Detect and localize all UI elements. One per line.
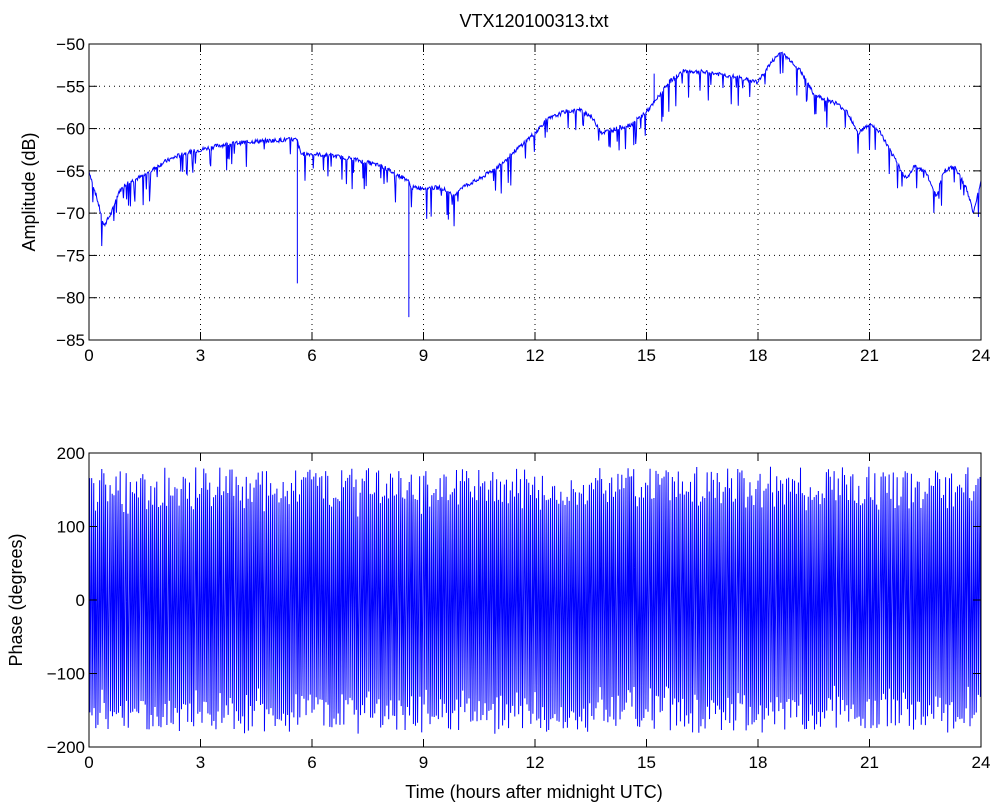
- amplitude-plot: 0 3 6 9 12 15 18 21 24 −50 −55 −60 −65 −70 −75 −80 −85 A…: [19, 35, 990, 365]
- phase-xtick-label: 3: [196, 753, 205, 772]
- amplitude-plot-frame: [89, 44, 981, 340]
- amplitude-ylabel: Amplitude (dB): [19, 132, 39, 251]
- phase-ytick-label: 0: [76, 591, 85, 610]
- phase-xtick-label: 12: [526, 753, 545, 772]
- amplitude-xtick-label: 21: [860, 346, 879, 365]
- phase-ytick-label: 200: [57, 444, 85, 463]
- amplitude-xtick-label: 9: [419, 346, 428, 365]
- phase-ytick-label: −100: [47, 665, 85, 684]
- amplitude-xtick-label: 18: [749, 346, 768, 365]
- amplitude-grid: [89, 44, 981, 340]
- amplitude-xtick-label: 3: [196, 346, 205, 365]
- amplitude-xtick-label: 0: [84, 346, 93, 365]
- amplitude-ytick-label: −60: [56, 120, 85, 139]
- amplitude-xtick-label: 6: [307, 346, 316, 365]
- amplitude-line: [88, 51, 982, 318]
- phase-plot: 0 3 6 9 12 15 18 21 24 200 100 0 −100 −200 Phase (deg…: [6, 444, 990, 802]
- figure-title: VTX120100313.txt: [459, 11, 608, 31]
- phase-line: [88, 466, 982, 734]
- amplitude-ytick-label: −70: [56, 204, 85, 223]
- phase-xtick-label: 6: [307, 753, 316, 772]
- amplitude-ytick-label: −80: [56, 289, 85, 308]
- phase-ytick-label: −200: [47, 738, 85, 757]
- amplitude-ytick-label: −75: [56, 246, 85, 265]
- phase-xtick-label: 24: [972, 753, 991, 772]
- amplitude-ytick-label: −55: [56, 77, 85, 96]
- phase-xtick-label: 0: [84, 753, 93, 772]
- phase-xtick-label: 18: [749, 753, 768, 772]
- amplitude-xtick-label: 12: [526, 346, 545, 365]
- phase-ticks: 0 3 6 9 12 15 18 21 24 200 100 0 −100 −200: [47, 444, 991, 772]
- phase-xlabel: Time (hours after midnight UTC): [405, 782, 662, 802]
- amplitude-ytick-label: −85: [56, 331, 85, 350]
- amplitude-ytick-label: −65: [56, 162, 85, 181]
- phase-xtick-label: 15: [637, 753, 656, 772]
- phase-ylabel: Phase (degrees): [6, 533, 26, 666]
- amplitude-ytick-label: −50: [56, 35, 85, 54]
- amplitude-ticks: 0 3 6 9 12 15 18 21 24 −50 −55 −60 −65 −70 −75 −80 −85: [56, 35, 990, 365]
- phase-xtick-label: 9: [419, 753, 428, 772]
- phase-series: [88, 466, 982, 734]
- amplitude-xtick-label: 15: [637, 346, 656, 365]
- phase-xtick-label: 21: [860, 753, 879, 772]
- amplitude-series: [88, 51, 982, 318]
- phase-ytick-label: 100: [57, 518, 85, 537]
- amplitude-xtick-label: 24: [972, 346, 991, 365]
